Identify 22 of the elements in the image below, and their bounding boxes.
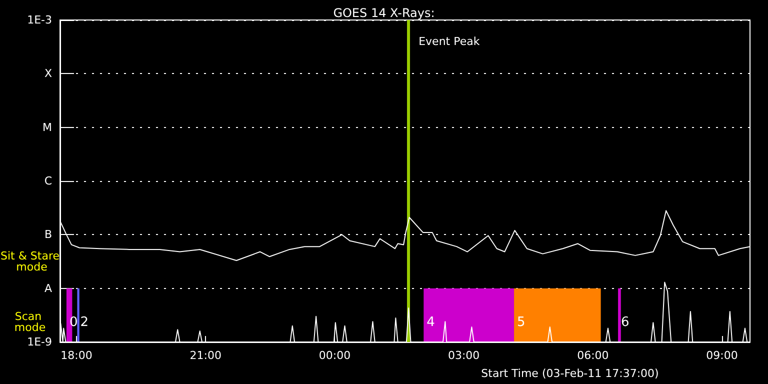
y-tick-label: C xyxy=(44,174,52,188)
x-tick-label: 03:00 xyxy=(448,349,480,362)
ref-line-label: Event Peak xyxy=(418,35,480,48)
y-tick-label: 1E-3 xyxy=(27,14,52,26)
text: Sit & Stare mode xyxy=(0,250,60,274)
x-tick-label: 09:00 xyxy=(706,349,738,362)
y-tick-label: X xyxy=(44,67,52,80)
y-tick-label: A xyxy=(44,282,52,295)
x-tick-label: 18:00 xyxy=(60,349,92,362)
x-tick-label: 21:00 xyxy=(190,349,222,362)
x-tick-label: 00:00 xyxy=(318,349,351,362)
band-label: 5 xyxy=(517,315,526,330)
x-axis-title: Start Time (03-Feb-11 17:37:00) xyxy=(481,367,659,380)
band-label: 4 xyxy=(426,315,435,330)
y-tick-label: B xyxy=(44,228,52,242)
chart-title: GOES 14 X-Rays: xyxy=(333,6,435,20)
band-label: 2 xyxy=(80,315,88,330)
text: Scan mode xyxy=(14,310,46,334)
x-tick-label: 06:00 xyxy=(577,349,609,362)
y-tick-label: 1E-9 xyxy=(27,336,52,348)
y-tick-label: M xyxy=(42,120,52,134)
band-label: 6 xyxy=(621,315,630,330)
